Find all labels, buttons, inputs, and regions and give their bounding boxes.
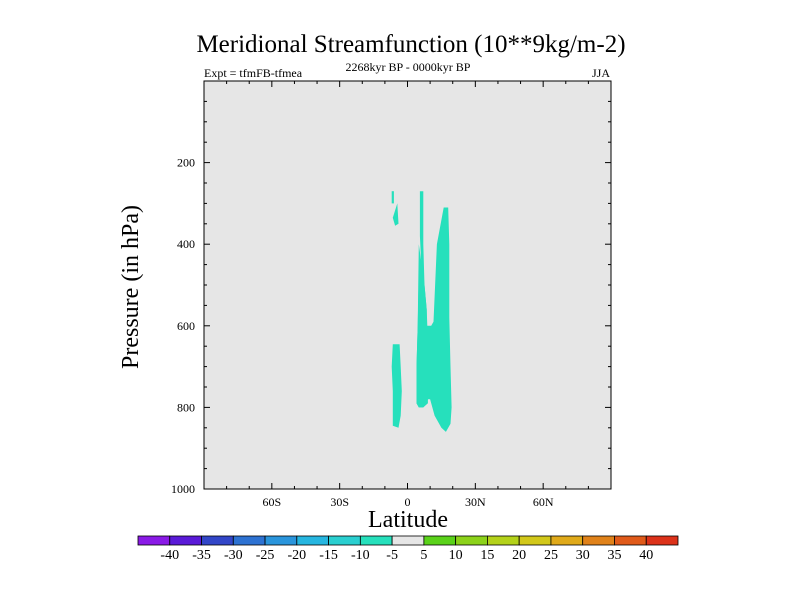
- colorbar-label: -25: [256, 548, 275, 563]
- y-tick-label: 600: [177, 319, 195, 333]
- y-tick-label: 1000: [171, 482, 195, 496]
- y-tick-labels: 200 400 600 800 1000: [171, 156, 195, 496]
- colorbar-label: 25: [544, 548, 558, 563]
- region-sh-mid: [392, 203, 399, 226]
- colorbar-label: 35: [607, 548, 621, 563]
- colorbar-swatch: [391, 535, 425, 546]
- contour-regions: [391, 191, 452, 432]
- colorbar-label: -35: [192, 548, 211, 563]
- colorbar-swatch: [169, 535, 202, 546]
- left-subtitle: Expt = tfmFB-tfmea: [204, 66, 303, 80]
- y-axis-title: Pressure (in hPa): [118, 205, 144, 369]
- colorbar-label: 10: [449, 548, 463, 563]
- colorbar-label: 15: [480, 548, 494, 563]
- colorbar-swatch: [423, 535, 457, 546]
- colorbar-label: 20: [512, 548, 526, 563]
- colorbar-swatch: [201, 535, 234, 546]
- colorbar: [137, 535, 679, 546]
- colorbar-label: -15: [319, 548, 338, 563]
- colorbar-swatch: [264, 535, 298, 546]
- region-sh-upper: [391, 191, 394, 204]
- colorbar-swatch: [582, 535, 615, 546]
- colorbar-label: -20: [287, 548, 306, 563]
- colorbar-swatch: [137, 535, 171, 546]
- x-tick-labels: 60S 30S 0 30N 60N: [262, 495, 553, 509]
- colorbar-label: -5: [386, 548, 398, 563]
- x-tick-label: 60S: [262, 495, 281, 509]
- x-axis-title: Latitude: [368, 507, 448, 533]
- y-tick-label: 800: [177, 400, 195, 414]
- x-tick-label: 30S: [330, 495, 349, 509]
- colorbar-swatch: [645, 535, 679, 546]
- colorbar-swatch: [487, 535, 520, 546]
- right-subtitle: JJA: [592, 66, 610, 80]
- colorbar-labels: -40 -35 -30 -25 -20 -15 -10 -5 5 10 15 20 25 30 35 40: [160, 548, 653, 563]
- colorbar-label: -40: [160, 548, 179, 563]
- colorbar-label: -30: [224, 548, 243, 563]
- colorbar-swatch: [614, 535, 647, 546]
- colorbar-label: 5: [420, 548, 427, 563]
- colorbar-swatch: [455, 535, 488, 546]
- colorbar-label: 30: [576, 548, 590, 563]
- center-subtitle: 2268kyr BP - 0000kyr BP: [346, 60, 471, 74]
- colorbar-swatch: [296, 535, 329, 546]
- colorbar-swatch: [328, 535, 361, 546]
- x-tick-label: 0: [405, 495, 411, 509]
- y-tick-label: 200: [177, 156, 195, 170]
- colorbar-swatch: [518, 535, 552, 546]
- plot-frame: [203, 80, 612, 490]
- plot-area: [204, 81, 611, 489]
- chart-title: Meridional Streamfunction (10**9kg/m-2): [196, 31, 625, 58]
- region-nh-left: [416, 260, 428, 408]
- colorbar-swatch: [550, 535, 584, 546]
- colorbar-label: 40: [639, 548, 653, 563]
- colorbar-label: -10: [351, 548, 370, 563]
- colorbar-swatch: [232, 535, 266, 546]
- x-tick-label: 60N: [533, 495, 554, 509]
- region-sh-lower: [391, 344, 402, 428]
- colorbar-swatch: [359, 535, 393, 546]
- y-tick-label: 400: [177, 237, 195, 251]
- x-tick-label: 30N: [465, 495, 486, 509]
